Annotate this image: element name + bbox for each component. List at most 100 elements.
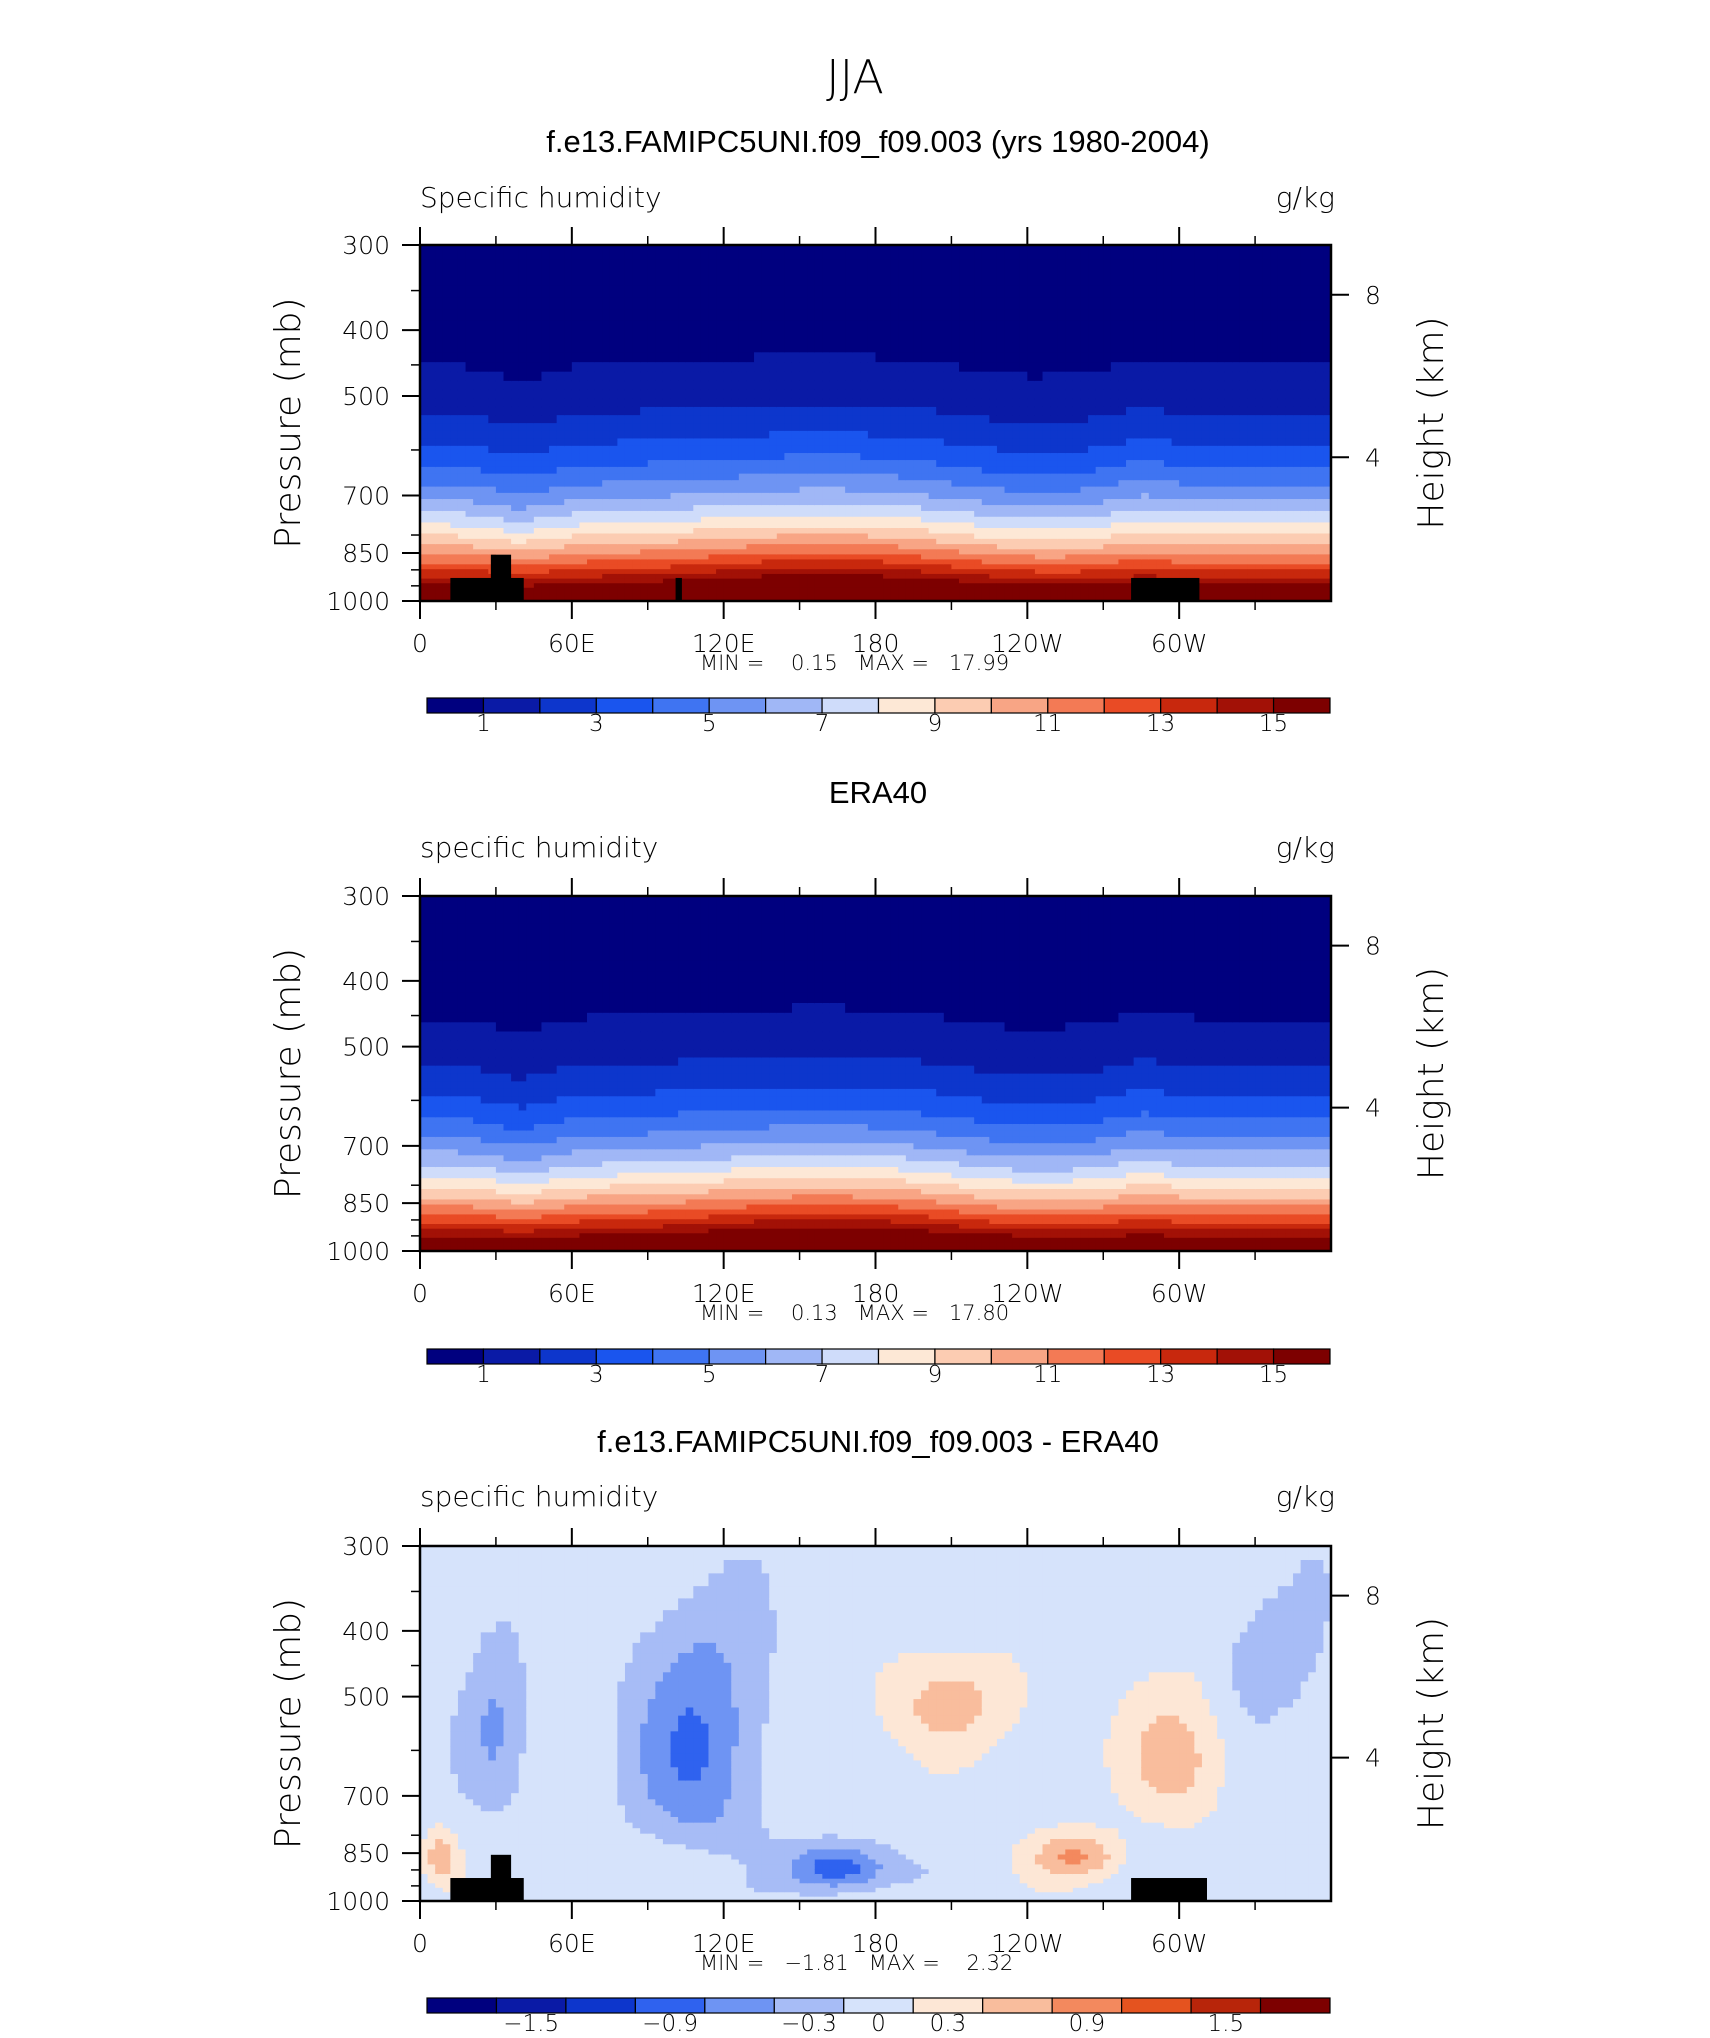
contour-cell xyxy=(898,389,907,400)
contour-cell xyxy=(617,297,626,310)
contour-cell xyxy=(883,573,892,580)
contour-cell xyxy=(647,309,656,322)
contour-cell xyxy=(807,569,816,575)
contour-cell xyxy=(867,499,877,506)
contour-cell xyxy=(1034,331,1044,343)
contour-cell xyxy=(609,587,618,593)
contour-cell xyxy=(898,549,907,555)
contour-cell xyxy=(427,259,436,274)
contour-cell xyxy=(511,342,520,353)
contour-cell xyxy=(435,309,444,322)
contour-cell xyxy=(655,297,664,310)
contour-cell xyxy=(890,492,899,500)
contour-cell xyxy=(549,583,558,589)
contour-cell xyxy=(754,438,763,447)
contour-cell xyxy=(1186,371,1195,382)
contour-cell xyxy=(624,406,634,416)
contour-cell xyxy=(913,578,922,584)
contour-cell xyxy=(913,549,922,555)
contour-cell xyxy=(655,406,664,416)
contour-cell xyxy=(883,445,892,454)
contour-cell xyxy=(526,398,535,408)
contour-cell xyxy=(1171,245,1180,260)
contour-cell xyxy=(609,569,618,575)
contour-cell xyxy=(541,309,550,322)
contour-cell xyxy=(928,573,937,580)
contour-cell xyxy=(928,538,937,545)
contour-cell xyxy=(799,362,808,373)
contour-cell xyxy=(966,583,975,589)
contour-cell xyxy=(746,559,755,565)
contour-cell xyxy=(754,554,763,560)
contour-cell xyxy=(647,480,656,488)
contour-cell xyxy=(1042,596,1051,602)
contour-cell xyxy=(435,573,444,580)
contour-cell xyxy=(905,510,915,518)
contour-cell xyxy=(1019,415,1028,424)
contour-cell xyxy=(875,499,884,506)
contour-cell xyxy=(518,473,527,481)
contour-cell xyxy=(442,549,451,555)
contour-cell xyxy=(1034,592,1044,598)
contour-cell xyxy=(1080,320,1089,333)
contour-cell xyxy=(647,569,656,575)
contour-cell xyxy=(435,259,444,274)
contour-cell xyxy=(1004,533,1013,540)
contour-cell xyxy=(981,371,990,382)
contour-cell xyxy=(571,492,581,500)
contour-cell xyxy=(928,544,937,550)
contour-cell xyxy=(898,362,907,373)
contour-cell xyxy=(495,406,505,416)
contour-cell xyxy=(624,554,634,560)
contour-cell xyxy=(791,320,801,333)
contour-cell xyxy=(1019,505,1028,512)
contour-cell xyxy=(640,309,649,322)
contour-cell xyxy=(921,569,930,575)
contour-cell xyxy=(1141,423,1150,432)
contour-cell xyxy=(890,430,899,440)
contour-cell xyxy=(556,486,565,494)
contour-cell xyxy=(921,438,930,447)
contour-cell xyxy=(518,415,527,424)
contour-cell xyxy=(1148,309,1157,322)
contour-cell xyxy=(974,438,983,447)
contour-cell xyxy=(420,453,429,461)
contour-cell xyxy=(571,406,581,416)
contour-cell xyxy=(549,285,558,299)
contour-cell xyxy=(420,538,429,545)
contour-cell xyxy=(526,533,535,540)
contour-cell xyxy=(678,331,687,343)
contour-cell xyxy=(624,505,634,512)
contour-cell xyxy=(951,473,960,481)
contour-cell xyxy=(579,564,588,570)
contour-cell xyxy=(1201,569,1211,575)
contour-cell xyxy=(1201,460,1211,468)
contour-cell xyxy=(1027,596,1036,602)
contour-cell xyxy=(723,460,732,468)
contour-cell xyxy=(829,538,839,545)
contour-cell xyxy=(1171,320,1180,333)
contour-cell xyxy=(594,380,603,391)
contour-cell xyxy=(898,380,907,391)
contour-cell xyxy=(609,549,618,555)
contour-cell xyxy=(731,569,740,575)
contour-cell xyxy=(951,499,960,506)
contour-cell xyxy=(951,380,960,391)
contour-cell xyxy=(556,309,565,322)
contour-cell xyxy=(769,389,778,400)
contour-cell xyxy=(898,583,907,589)
contour-cell xyxy=(624,466,634,475)
contour-cell xyxy=(716,398,725,408)
contour-cell xyxy=(716,430,725,440)
contour-cell xyxy=(867,398,877,408)
contour-cell xyxy=(822,473,831,481)
contour-cell xyxy=(1156,285,1165,299)
contour-cell xyxy=(594,533,603,540)
contour-cell xyxy=(640,505,649,512)
contour-cell xyxy=(1065,587,1074,593)
contour-cell xyxy=(541,544,550,550)
contour-cell xyxy=(1042,460,1051,468)
contour-cell xyxy=(875,492,884,500)
contour-cell xyxy=(1148,522,1157,529)
contour-cell xyxy=(579,438,588,447)
